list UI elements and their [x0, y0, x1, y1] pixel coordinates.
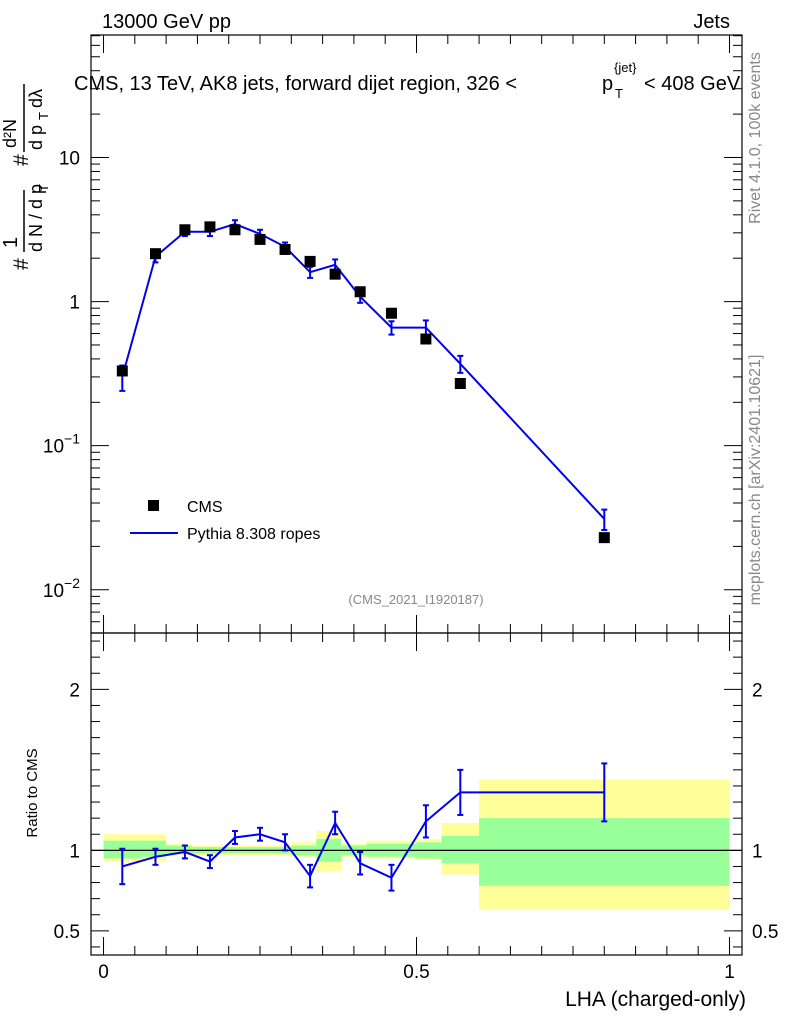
pythia-line	[121, 223, 606, 520]
ratio-y-tick-label-right: 0.5	[752, 922, 778, 943]
ylabel-hash2: #	[10, 154, 33, 166]
ratio-y-tick-label-right: 1	[752, 841, 763, 862]
ratio-band-inner	[479, 818, 730, 886]
main-y-axis-label: # 1 d N / d p T # d²N d p T dλ	[0, 84, 51, 270]
ratio-axes: 0 0.5 1 2 2 1 1 0.5 0.5	[54, 633, 778, 983]
cms-data-point	[385, 307, 397, 319]
ylabel-dlambda: dλ	[26, 89, 46, 108]
cms-data-point	[229, 224, 241, 236]
ratio-y-axis-label: Ratio to CMS	[24, 748, 41, 837]
legend-pythia-label: Pythia 8.308 ropes	[187, 526, 320, 543]
analysis-id-label: (CMS_2021_I1920187)	[348, 592, 483, 607]
cms-data-point	[329, 268, 341, 280]
main-y-tick-label: 10−1	[43, 431, 80, 458]
legend-cms-label: CMS	[187, 499, 223, 516]
x-tick-label: 0.5	[403, 962, 429, 983]
main-y-tick-label: 1	[69, 293, 80, 314]
ylabel-one: 1	[0, 237, 22, 248]
ratio-band-inner	[166, 845, 192, 854]
cms-data-point	[254, 233, 266, 245]
plot-title-sub: T	[615, 86, 623, 101]
ylabel-t-sub: T	[36, 184, 51, 192]
plot-title: CMS, 13 TeV, AK8 jets, forward dijet reg…	[74, 73, 517, 95]
ylabel-dn-dpt: d N / d p	[26, 184, 46, 252]
ylabel-dpt: d p	[26, 125, 46, 150]
main-axes: 10 1 10−1 10−2	[43, 35, 742, 633]
ratio-y-tick-label-right: 2	[752, 680, 763, 701]
x-tick-label: 1	[724, 962, 735, 983]
main-panel: 10 1 10−1 10−2 CMS, 13 TeV, AK8 jets, forwa…	[43, 34, 743, 634]
ratio-y-tick-label: 0.5	[54, 922, 80, 943]
x-axis-label: LHA (charged-only)	[565, 988, 746, 1011]
main-plot-content	[116, 219, 610, 544]
ratio-plot-content	[91, 762, 742, 910]
jets-label: Jets	[693, 11, 730, 33]
mcplots-source-label: mcplots.cern.ch [arXiv:2401.10621]	[747, 355, 764, 606]
rivet-version-label: Rivet 4.1.0, 100k events	[747, 52, 764, 224]
plot-title-var: p	[602, 73, 613, 95]
ratio-frame	[90, 632, 743, 956]
ratio-y-tick-label: 2	[69, 680, 80, 701]
ratio-pythia-line	[122, 791, 461, 880]
plot-title-sup: {jet}	[614, 60, 637, 75]
legend-cms-marker	[148, 500, 159, 511]
cms-data-point	[149, 248, 161, 260]
cms-data-point	[179, 224, 191, 236]
main-frame	[90, 34, 743, 634]
cms-data-point	[454, 378, 466, 390]
cms-data-point	[204, 221, 216, 233]
ratio-band-inner	[441, 835, 480, 864]
cms-data-point	[420, 333, 432, 345]
ylabel-t-sub2: T	[36, 112, 51, 120]
cms-data-point	[598, 532, 610, 544]
plot-title-suffix: < 408 GeV	[644, 73, 741, 95]
main-y-tick-label: 10	[59, 148, 80, 169]
ratio-y-tick-label: 1	[69, 841, 80, 862]
plot-title-prefix: CMS, 13 TeV, AK8 jets, forward dijet reg…	[74, 73, 517, 95]
ylabel-d2n: d²N	[0, 119, 20, 148]
ratio-panel: 0 0.5 1 2 2 1 1 0.5 0.5	[54, 632, 778, 983]
cms-data-point	[304, 255, 316, 267]
ylabel-hash: #	[10, 258, 33, 270]
cms-data-point	[116, 365, 128, 377]
main-y-tick-label: 10−2	[43, 575, 80, 602]
cms-data-point	[354, 286, 366, 298]
cms-data-point	[279, 243, 291, 255]
x-tick-label: 0	[98, 962, 109, 983]
collision-label: 13000 GeV pp	[102, 11, 231, 33]
